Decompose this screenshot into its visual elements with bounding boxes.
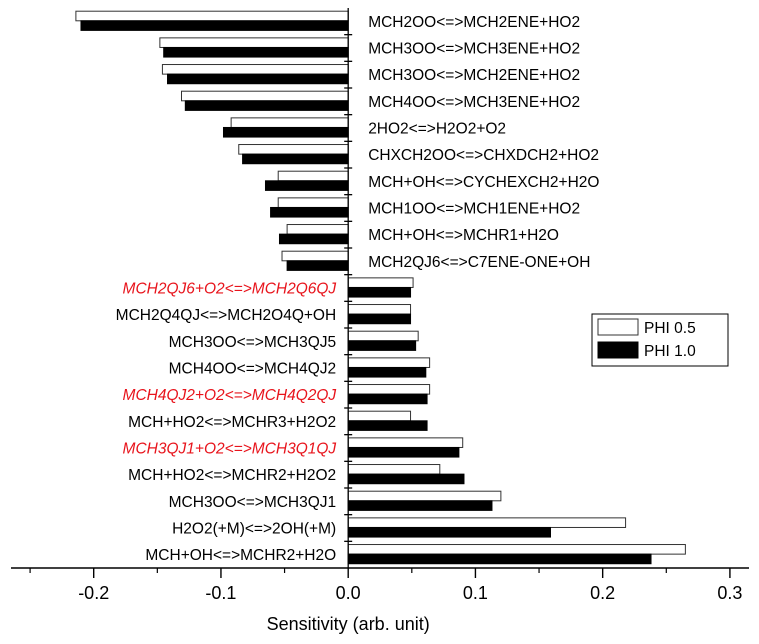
category-label: MCH4OO<=>MCH4QJ2 [169, 361, 337, 378]
category-label: MCH2QJ6<=>C7ENE-ONE+OH [368, 254, 590, 271]
category-label: MCH3OO<=>MCH3ENE+HO2 [368, 41, 580, 58]
bar-phi-0-5-18 [347, 490, 502, 502]
bar-phi-1-0-9 [286, 260, 349, 271]
legend-label: PHI 1.0 [644, 343, 696, 360]
category-label: H2O2(+M)<=>2OH(+M) [172, 521, 336, 538]
bar-phi-1-0-18 [347, 500, 493, 511]
x-tick-label: -0.1 [205, 583, 236, 603]
bar-phi-0-5-4 [230, 117, 349, 128]
category-label: MCH+OH<=>MCHR1+H2O [368, 227, 559, 244]
category-label: MCH3QJ1+O2<=>MCH3Q1QJ [123, 441, 337, 458]
category-label: MCH+HO2<=>MCHR3+H2O2 [128, 414, 336, 431]
bar-phi-0-5-12 [347, 330, 419, 342]
bar-phi-1-0-20 [347, 553, 652, 565]
bar-phi-1-0-2 [167, 73, 349, 85]
x-tick-label: 0.1 [463, 583, 488, 603]
bar-phi-1-0-4 [222, 126, 349, 138]
bar-phi-1-0-12 [347, 340, 417, 351]
bar-phi-0-5-15 [347, 410, 412, 422]
x-tick-label: 0.3 [717, 583, 742, 603]
bar-phi-0-5-14 [347, 384, 431, 395]
category-label: MCH+OH<=>CYCHEXCH2+H2O [368, 174, 599, 191]
bar-phi-0-5-8 [286, 224, 349, 235]
bar-phi-0-5-20 [347, 544, 686, 555]
bar-phi-1-0-1 [163, 46, 349, 58]
bar-phi-0-5-11 [347, 304, 412, 315]
bar-phi-0-5-6 [277, 170, 349, 182]
category-label: MCH4OO<=>MCH3ENE+HO2 [368, 94, 580, 111]
category-label: 2HO2<=>H2O2+O2 [368, 121, 506, 138]
bar-phi-0-5-3 [181, 90, 349, 102]
bar-phi-1-0-13 [347, 366, 427, 378]
category-label: MCH3OO<=>MCH3QJ1 [169, 494, 337, 511]
category-label: MCH+HO2<=>MCHR2+H2O2 [128, 467, 336, 484]
bar-phi-1-0-14 [347, 393, 428, 405]
bar-phi-1-0-15 [347, 420, 428, 431]
bar-phi-1-0-7 [270, 206, 349, 218]
category-label: MCH1OO<=>MCH1ENE+HO2 [368, 201, 580, 218]
bar-phi-0-5-7 [277, 197, 349, 208]
category-label: CHXCH2OO<=>CHXDCH2+HO2 [368, 147, 599, 164]
bar-phi-0-5-9 [281, 250, 349, 262]
x-tick-label: 0.0 [336, 583, 361, 603]
category-label: MCH2OO<=>MCH2ENE+HO2 [368, 14, 580, 31]
legend-swatch-phi-0-5 [597, 318, 639, 336]
bar-phi-0-5-0 [75, 10, 349, 22]
bar-phi-1-0-5 [242, 153, 349, 165]
bar-phi-1-0-10 [347, 286, 412, 298]
category-label: MCH3OO<=>MCH2ENE+HO2 [368, 67, 580, 84]
bar-phi-1-0-8 [278, 233, 349, 245]
category-label: MCH3OO<=>MCH3QJ5 [169, 334, 337, 351]
x-tick-label: -0.2 [78, 583, 109, 603]
bar-phi-1-0-16 [347, 446, 460, 458]
category-label: MCH4QJ2+O2<=>MCH4Q2QJ [123, 387, 337, 404]
bar-phi-1-0-11 [347, 313, 412, 325]
bar-phi-0-5-2 [161, 64, 349, 75]
bar-phi-1-0-19 [347, 526, 551, 538]
bar-phi-1-0-17 [347, 473, 465, 485]
x-axis-title: Sensitivity (arb. unit) [267, 614, 430, 634]
bar-phi-0-5-10 [347, 277, 414, 288]
x-tick-label: 0.2 [590, 583, 615, 603]
bar-phi-0-5-13 [347, 357, 431, 368]
bar-phi-1-0-3 [184, 100, 349, 111]
category-label: MCH+OH<=>MCHR2+H2O [145, 547, 336, 564]
category-label: MCH2QJ6+O2<=>MCH2Q6QJ [123, 281, 337, 298]
bar-phi-1-0-6 [264, 180, 349, 191]
bar-phi-0-5-17 [347, 464, 441, 475]
bar-phi-0-5-19 [347, 517, 627, 528]
bar-phi-0-5-16 [347, 437, 464, 448]
category-label: MCH2Q4QJ<=>MCH2O4Q+OH [116, 307, 337, 324]
legend-label: PHI 0.5 [644, 320, 696, 337]
legend-swatch-phi-1-0 [597, 341, 639, 359]
bar-phi-1-0-0 [80, 20, 349, 31]
bar-phi-0-5-1 [159, 37, 349, 48]
bar-phi-0-5-5 [238, 144, 349, 155]
